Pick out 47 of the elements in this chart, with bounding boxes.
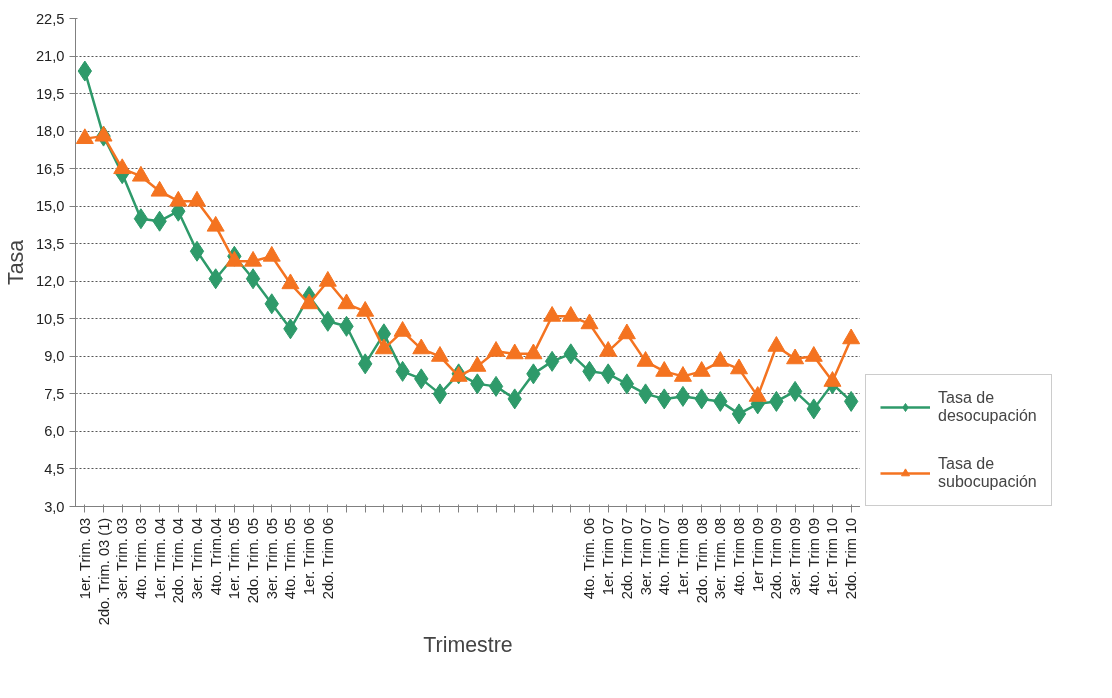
y-tick-label: 13,5 bbox=[35, 235, 65, 252]
x-tick-label: 2do. Trim. 04 bbox=[170, 517, 187, 604]
x-tick-label: 1er. Trim 06 bbox=[301, 517, 318, 596]
x-tick-label: 3er. Trim. 03 bbox=[114, 517, 131, 600]
x-tick-label: 2do. Trim. 05 bbox=[245, 517, 262, 604]
x-tick-label: 4to. Trim.04 bbox=[207, 517, 224, 596]
x-tick-label: 2do. Trim 07 bbox=[618, 517, 635, 600]
y-tick-label: 6,0 bbox=[44, 423, 65, 440]
x-tick-label: 2do. Trim 06 bbox=[319, 517, 336, 600]
x-tick-label: 1er. Trim. 04 bbox=[151, 517, 168, 600]
x-tick-label: 4to. Trim 07 bbox=[656, 517, 673, 596]
y-axis-title: Tasa bbox=[3, 239, 28, 286]
y-tick-label: 12,0 bbox=[35, 273, 65, 290]
y-tick-label: 7,5 bbox=[44, 385, 65, 402]
x-tick-label: 2do. Trim 09 bbox=[768, 517, 785, 600]
y-tick-label: 3,0 bbox=[44, 498, 65, 515]
y-tick-label: 19,5 bbox=[35, 85, 65, 102]
x-tick-label: 1er. Trim. 03 bbox=[76, 517, 93, 600]
x-axis-title: Trimestre bbox=[423, 633, 513, 658]
y-tick-label: 9,0 bbox=[44, 348, 65, 365]
y-tick-label: 21,0 bbox=[35, 48, 65, 65]
x-tick-label: 1er. Trim. 05 bbox=[226, 517, 243, 600]
x-tick-label: 1er. Trim 10 bbox=[824, 517, 841, 596]
x-tick-label: 2do. Trim. 03 (1) bbox=[95, 517, 112, 626]
y-tick-label: 18,0 bbox=[35, 123, 65, 140]
x-tick-label: 3er. Trim. 08 bbox=[712, 517, 729, 600]
x-tick-label: 3er. Trim. 05 bbox=[263, 517, 280, 600]
y-tick-label: 15,0 bbox=[35, 198, 65, 215]
y-tick-label: 16,5 bbox=[35, 160, 65, 177]
x-tick-label: 1er. Trim 08 bbox=[674, 517, 691, 596]
y-tick-label: 4,5 bbox=[44, 460, 65, 477]
y-tick-label: 10,5 bbox=[35, 310, 65, 327]
legend-label: Tasa de desocupación bbox=[938, 389, 1037, 425]
x-tick-label: 3er. Trim 07 bbox=[637, 517, 654, 596]
x-tick-label: 3er. Trim. 04 bbox=[188, 517, 205, 600]
x-tick-label: 1er Trim 09 bbox=[749, 517, 766, 592]
x-tick-label: 2do. Trim 10 bbox=[843, 517, 860, 600]
y-tick-label: 22,5 bbox=[35, 10, 65, 27]
x-tick-label: 4to. Trim. 06 bbox=[581, 517, 598, 600]
x-tick-label: 4to. Trim 09 bbox=[805, 517, 822, 596]
x-tick-label: 4to. Trim. 05 bbox=[282, 517, 299, 600]
x-tick-label: 4to. Trim 08 bbox=[731, 517, 748, 596]
x-tick-label: 4to. Trim. 03 bbox=[132, 517, 149, 600]
legend-label: Tasa de subocupación bbox=[938, 455, 1037, 491]
x-tick-label: 1er. Trim 07 bbox=[600, 517, 617, 596]
x-tick-label: 2do. Trim. 08 bbox=[693, 517, 710, 604]
x-tick-label: 3er. Trim 09 bbox=[787, 517, 804, 596]
